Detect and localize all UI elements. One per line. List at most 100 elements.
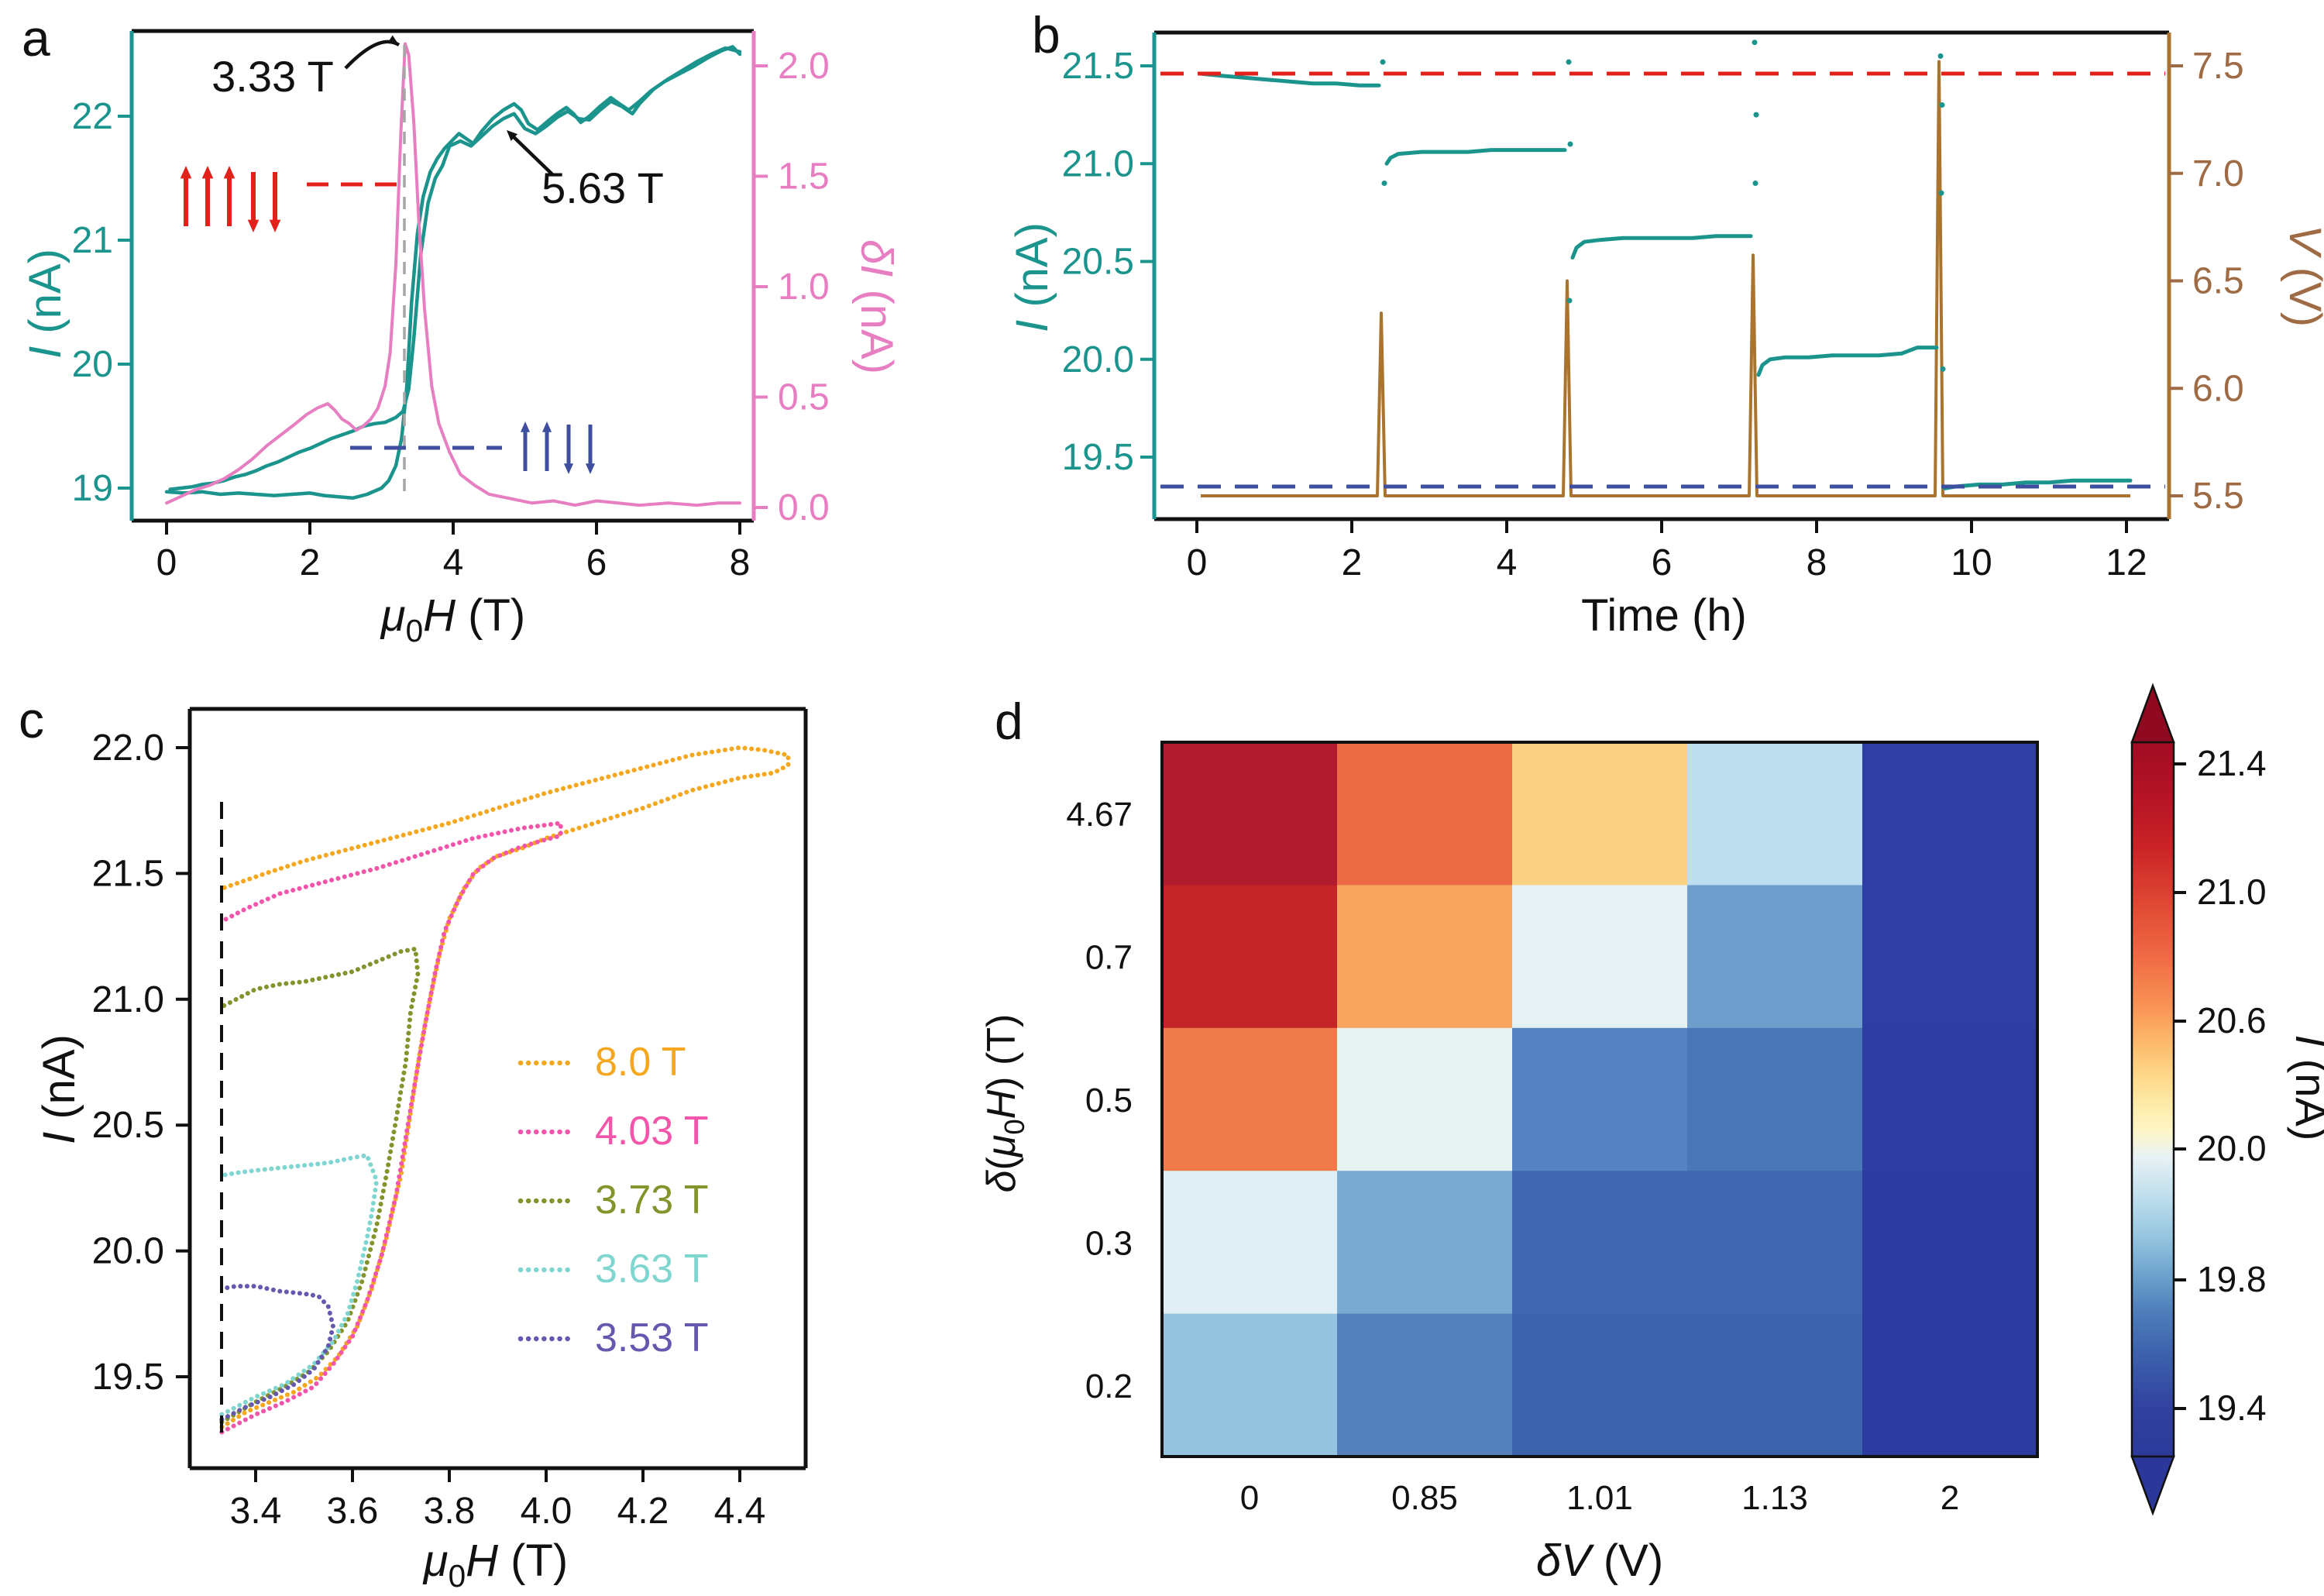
panel-c-loop-3.63T bbox=[219, 1153, 380, 1417]
arrowhead-icon bbox=[387, 35, 399, 45]
arrowhead-icon bbox=[247, 219, 260, 232]
arrowhead-icon bbox=[563, 463, 574, 474]
y2-tick-label: 5.5 bbox=[2192, 476, 2244, 517]
heatmap-cell-r0-c3 bbox=[1687, 742, 1863, 886]
y-tick-label: 20.5 bbox=[92, 1105, 164, 1146]
x-tick-label: 0 bbox=[1187, 542, 1208, 583]
panel-c-loop-4.03T bbox=[219, 820, 563, 1435]
arrow-shaft bbox=[510, 133, 555, 177]
annotation-text: δ(μ0H) (T) bbox=[979, 1014, 1030, 1193]
heatmap-row-label: 0.7 bbox=[1085, 939, 1133, 977]
colorbar-tick-label: 21.0 bbox=[2197, 872, 2267, 912]
panel-c-loop-3.53T bbox=[219, 1284, 335, 1422]
heatmap-cell-r0-c1 bbox=[1337, 742, 1513, 886]
panel-a-current-down-sweep bbox=[168, 46, 742, 491]
heatmap-col-label: 1.01 bbox=[1566, 1479, 1633, 1517]
colorbar-tick-label: 19.8 bbox=[2197, 1259, 2267, 1299]
panel-b-data-dot bbox=[1566, 298, 1573, 304]
x-tick-label: 12 bbox=[2106, 542, 2147, 583]
y2-tick-label: 7.5 bbox=[2192, 46, 2244, 87]
x-tick-label: 4.4 bbox=[714, 1491, 766, 1532]
panel-b-data-dot bbox=[1753, 112, 1759, 118]
y-tick-label: 20.5 bbox=[1062, 242, 1134, 283]
heatmap-row-label: 0.2 bbox=[1085, 1367, 1133, 1405]
legend-label: 3.53 T bbox=[595, 1316, 708, 1360]
panel-b-data-dot bbox=[1752, 181, 1758, 186]
annotation-text: V (V) bbox=[2280, 225, 2324, 327]
legend-label: 3.73 T bbox=[595, 1178, 708, 1223]
panel-b-data-dot bbox=[1938, 190, 1944, 196]
x-tick-label: 10 bbox=[1951, 542, 1992, 583]
y2-tick-label: 1.5 bbox=[778, 157, 830, 198]
panel-label-b: b bbox=[1032, 6, 1061, 64]
heatmap-cell-r0-c2 bbox=[1512, 742, 1688, 886]
panel-b-data-dot bbox=[1566, 59, 1572, 65]
heatmap-cell-r4-c0 bbox=[1162, 1313, 1338, 1457]
arrowhead-icon bbox=[201, 166, 214, 179]
y-tick-label: 20.0 bbox=[1062, 339, 1134, 380]
y-tick-label: 21 bbox=[72, 220, 113, 261]
panel-label-d: d bbox=[995, 693, 1023, 750]
x-tick-label: 2 bbox=[1342, 542, 1363, 583]
panel-b-I-step-3 bbox=[1570, 234, 1753, 260]
annotation-text: I (nA) bbox=[20, 249, 70, 359]
y2-tick-label: 2.0 bbox=[778, 46, 830, 87]
heatmap-cell-r2-c3 bbox=[1687, 1027, 1863, 1172]
annotation-text: I (nA) bbox=[34, 1034, 84, 1144]
heatmap-cell-r4-c2 bbox=[1512, 1313, 1688, 1457]
x-tick-label: 4.2 bbox=[617, 1491, 669, 1532]
heatmap-cell-r4-c4 bbox=[1862, 1313, 2038, 1457]
annotation-text: 5.63 T bbox=[541, 163, 664, 212]
panel-b-data-dot bbox=[1940, 366, 1946, 372]
x-tick-label: 0 bbox=[156, 542, 177, 583]
panel-b: 0 2 4 6 8 10 12 21.5 21.0 20.5 20.0 19.5 7.5 7.0 6.5 6.… bbox=[1007, 30, 2324, 641]
heatmap-cell-r0-c4 bbox=[1862, 742, 2038, 886]
arrowhead-icon bbox=[223, 166, 235, 179]
colorbar-underflow-arrow-icon bbox=[2130, 1455, 2175, 1516]
x-tick-label: 2 bbox=[300, 542, 321, 583]
legend-label: 4.03 T bbox=[595, 1109, 708, 1154]
panel-c: 3.4 3.6 3.8 4.0 4.2 4.4 22.0 21.5 21.0 20.5 20.0 19… bbox=[34, 707, 808, 1594]
heatmap-cell-r3-c1 bbox=[1337, 1171, 1513, 1315]
y2-tick-label: 0.5 bbox=[778, 377, 830, 418]
panel-b-data-dot bbox=[1937, 53, 1944, 59]
y-tick-label: 22 bbox=[72, 96, 113, 137]
legend-label: 8.0 T bbox=[595, 1040, 686, 1085]
panel-b-I-step-1 bbox=[1198, 71, 1381, 88]
y-tick-label: 21.5 bbox=[1062, 46, 1134, 87]
heatmap-cell-r2-c1 bbox=[1337, 1027, 1513, 1172]
y-tick-label: 20.0 bbox=[92, 1231, 164, 1272]
heatmap-cell-r0-c0 bbox=[1162, 742, 1338, 886]
panel-label-a: a bbox=[22, 9, 50, 67]
x-tick-label: 4 bbox=[1497, 542, 1518, 583]
y-tick-label: 22.0 bbox=[92, 727, 164, 769]
panel-b-data-dot bbox=[1939, 102, 1945, 108]
y-tick-label: 19.5 bbox=[1062, 437, 1134, 478]
panel-b-data-dot bbox=[1567, 141, 1573, 147]
heatmap-col-label: 1.13 bbox=[1741, 1479, 1808, 1517]
panel-a-delta-I bbox=[165, 42, 741, 507]
y2-tick-label: 6.5 bbox=[2192, 261, 2244, 302]
heatmap-cell-r3-c0 bbox=[1162, 1171, 1338, 1315]
arrowhead-icon bbox=[585, 463, 596, 474]
x-tick-label: 6 bbox=[1652, 542, 1673, 583]
arrowhead-icon bbox=[541, 421, 552, 432]
panel-label-c: c bbox=[19, 691, 44, 748]
y-tick-label: 21.0 bbox=[1062, 143, 1134, 184]
x-tick-label: 3.8 bbox=[424, 1491, 476, 1532]
arrowhead-icon bbox=[520, 421, 531, 432]
panel-b-data-dot bbox=[1380, 59, 1386, 65]
colorbar-tick-label: 21.4 bbox=[2197, 743, 2267, 783]
panel-a: 0 2 4 6 8 19 20 21 22 0.0 0.5 1.0 1.5 2.0 3.33 T 5.63 T… bbox=[20, 29, 902, 648]
heatmap-row-label: 0.5 bbox=[1085, 1082, 1133, 1120]
y2-tick-label: 6.0 bbox=[2192, 368, 2244, 409]
panel-b-I-step-2 bbox=[1384, 148, 1567, 166]
annotation-text: δI (nA) bbox=[851, 239, 902, 374]
annotation-text: μ0H (T) bbox=[422, 1536, 568, 1594]
x-tick-label: 6 bbox=[586, 542, 607, 583]
x-tick-label: 3.6 bbox=[327, 1491, 379, 1532]
panel-a-current-up-sweep bbox=[164, 45, 742, 500]
heatmap-cell-r1-c4 bbox=[1862, 885, 2038, 1029]
